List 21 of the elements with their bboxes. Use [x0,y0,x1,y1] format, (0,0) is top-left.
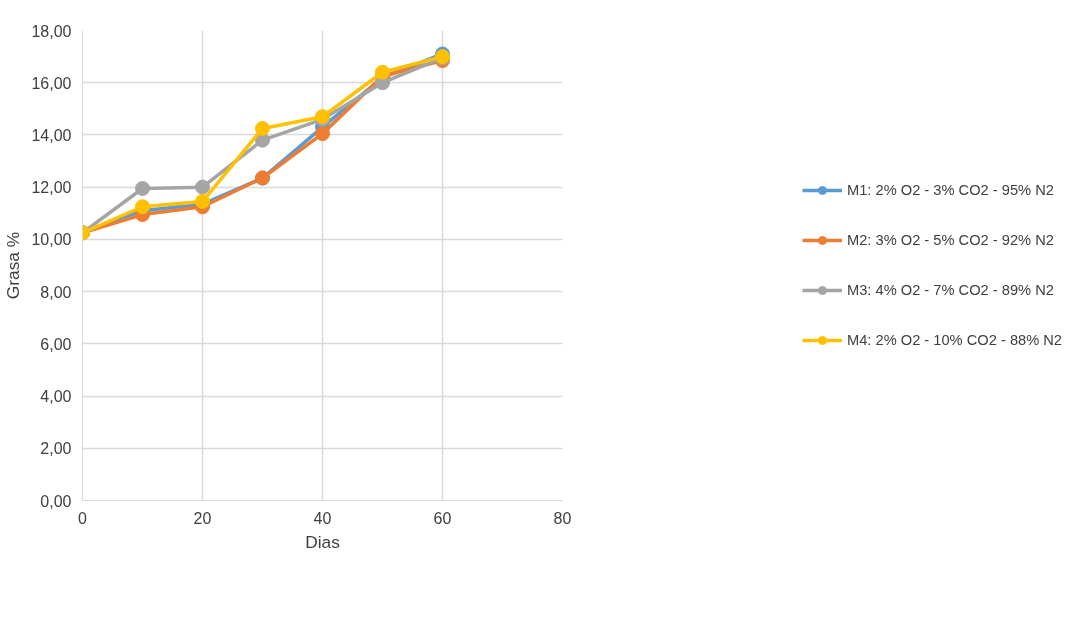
x-tick-label: 40 [313,509,332,527]
legend-label: M1: 2% O2 - 3% CO2 - 95% N2 [846,182,1054,198]
x-tick-label: 60 [433,509,452,527]
y-tick-label: 14,00 [31,126,72,144]
y-tick-label: 2,00 [40,440,72,458]
x-tick-label: 20 [193,509,212,527]
legend-label: M4: 2% O2 - 10% CO2 - 88% N2 [846,332,1063,348]
x-axis-title: Dias [305,531,341,552]
legend-label: M3: 4% O2 - 7% CO2 - 89% N2 [846,282,1054,298]
y-tick-label: 4,00 [40,388,72,406]
y-tick-label: 12,00 [31,179,72,197]
legend-label: M2: 3% O2 - 5% CO2 - 92% N2 [846,232,1054,248]
y-axis-title: Grasa % [3,231,24,300]
x-tick-label: 0 [78,509,88,527]
y-tick-label: 16,00 [31,74,72,92]
y-tick-label: 8,00 [40,283,72,301]
y-tick-label: 18,00 [31,22,72,40]
y-tick-label: 6,00 [40,335,72,353]
x-tick-label: 80 [553,509,572,527]
y-tick-label: 0,00 [40,492,72,510]
y-tick-label: 10,00 [31,231,72,249]
